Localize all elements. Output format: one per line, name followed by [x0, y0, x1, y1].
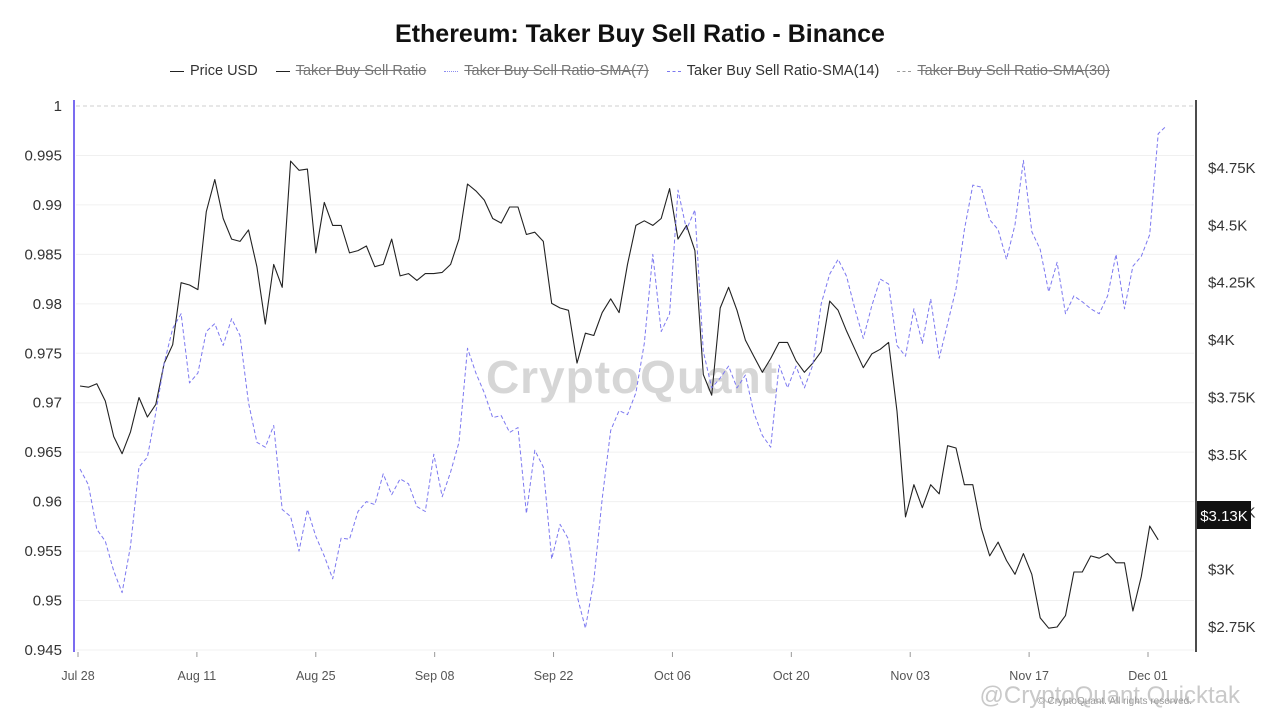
- x-axis-ticks: Jul 28 Aug 11 Aug 25 Sep 08 Sep 22 Oct 06 Oct …: [61, 652, 1168, 683]
- right-tick-label: $2.75K: [1208, 619, 1256, 636]
- right-tick-label: $4.5K: [1208, 217, 1247, 234]
- legend-swatch-sma14: [666, 70, 681, 72]
- series-layer: [79, 125, 1167, 629]
- legend: Price USD Taker Buy Sell Ratio Taker Buy…: [0, 63, 1280, 79]
- x-tick-label: Oct 06: [654, 669, 691, 683]
- right-tick-label: $3.75K: [1208, 390, 1256, 407]
- footer-watermark: @CryptoQuant Quicktak: [980, 682, 1241, 709]
- chart-title: Ethereum: Taker Buy Sell Ratio - Binance: [395, 20, 885, 48]
- right-tick-label: $4.75K: [1208, 160, 1256, 177]
- current-price-badge: [1197, 501, 1251, 529]
- right-tick-label: $3.5K: [1208, 447, 1247, 464]
- left-tick-label: 0.96: [33, 494, 62, 511]
- left-tick-label: 0.98: [33, 296, 62, 313]
- x-tick-label: Oct 20: [773, 669, 810, 683]
- x-tick-label: Sep 22: [534, 669, 574, 683]
- legend-label-sma14: Taker Buy Sell Ratio-SMA(14): [686, 63, 880, 79]
- legend-item-taker-ratio[interactable]: Taker Buy Sell Ratio: [275, 63, 427, 79]
- left-tick-label: 0.97: [33, 395, 62, 412]
- x-tick-label: Sep 08: [415, 669, 455, 683]
- left-tick-label: 0.985: [24, 246, 62, 263]
- legend-swatch-sma30: [897, 70, 912, 72]
- watermark: CryptoQuant: [486, 351, 778, 403]
- current-price-label: $3.13K: [1200, 508, 1248, 525]
- legend-item-price-usd[interactable]: Price USD: [170, 63, 258, 79]
- legend-item-sma14[interactable]: Taker Buy Sell Ratio-SMA(14): [666, 63, 880, 79]
- x-tick-label: Aug 11: [178, 669, 217, 683]
- series-price-usd: [79, 160, 1159, 629]
- footer-small-text: © CryptoQuant. All rights reserved.: [1037, 696, 1192, 707]
- x-tick-label: Aug 25: [296, 669, 336, 683]
- legend-swatch-price-usd: [170, 70, 185, 72]
- right-tick-label: $4.25K: [1208, 275, 1256, 292]
- current-price-tag: $3.13K: [1197, 501, 1251, 529]
- x-tick-label: Dec 01: [1128, 669, 1168, 683]
- left-tick-label: 0.99: [33, 197, 62, 214]
- left-tick-label: 0.975: [24, 345, 62, 362]
- right-axis-ticks: $4.75K$4.5K$4.25K$4K$3.75K$3.5K$3.25K$3K…: [1208, 160, 1256, 636]
- x-tick-label: Nov 17: [1009, 669, 1049, 683]
- left-axis-ticks: 1 0.995 0.99 0.985 0.98 0.975 0.97 0.965 0.96 0.9…: [24, 98, 62, 659]
- left-tick-label: 0.945: [24, 642, 62, 659]
- left-tick-label: 0.965: [24, 444, 62, 461]
- legend-item-sma30[interactable]: Taker Buy Sell Ratio-SMA(30): [897, 63, 1110, 79]
- legend-swatch-sma7: [444, 70, 459, 72]
- legend-item-sma7[interactable]: Taker Buy Sell Ratio-SMA(7): [444, 63, 649, 79]
- left-tick-label: 1: [54, 98, 62, 115]
- legend-label-price-usd: Price USD: [190, 63, 258, 79]
- left-tick-label: 0.95: [33, 593, 62, 610]
- legend-label-sma7: Taker Buy Sell Ratio-SMA(7): [464, 63, 649, 79]
- left-tick-label: 0.955: [24, 543, 62, 560]
- x-tick-label: Jul 28: [61, 669, 94, 683]
- left-tick-label: 0.995: [24, 147, 62, 164]
- x-tick-label: Nov 03: [890, 669, 930, 683]
- legend-label-sma30: Taker Buy Sell Ratio-SMA(30): [917, 63, 1110, 79]
- series-taker-buy-sell-ratio-sma-14-: [79, 125, 1167, 629]
- right-tick-label: $4K: [1208, 332, 1235, 349]
- legend-label-taker-ratio: Taker Buy Sell Ratio: [295, 63, 427, 79]
- legend-swatch-taker-ratio: [275, 70, 290, 72]
- right-tick-label: $3K: [1208, 562, 1235, 579]
